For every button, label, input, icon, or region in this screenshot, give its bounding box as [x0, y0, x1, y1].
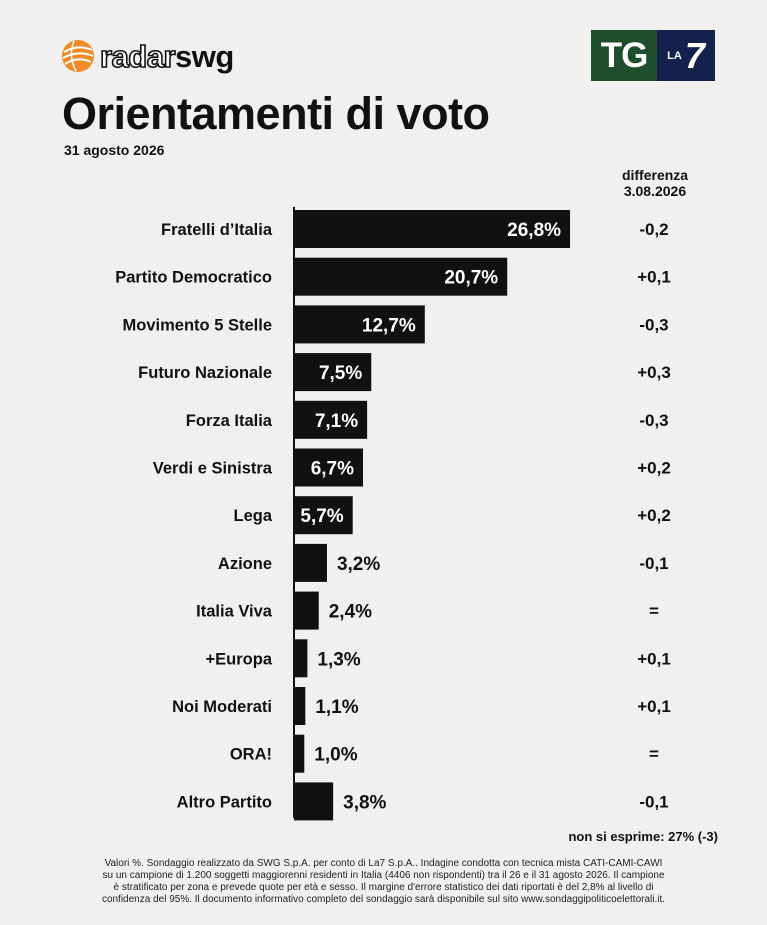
difference-header-date: 3.08.2026 — [623, 183, 687, 199]
value-label: 12,7% — [362, 315, 416, 336]
difference-label: +0,2 — [637, 459, 671, 478]
bar — [294, 305, 425, 344]
bar — [294, 639, 308, 678]
value-label: 7,5% — [319, 363, 362, 384]
value-label: 1,1% — [315, 697, 358, 718]
category-label: Futuro Nazionale — [138, 364, 272, 382]
bar — [294, 782, 334, 821]
bar — [294, 257, 508, 296]
la7-logo-block: LA 7 — [657, 30, 715, 81]
category-label: Fratelli d’Italia — [161, 221, 273, 239]
difference-label: +0,1 — [637, 649, 671, 668]
difference-label: +0,1 — [637, 268, 671, 287]
survey-date: 31 agosto 2026 — [64, 142, 165, 158]
difference-label: -0,1 — [639, 554, 668, 573]
difference-header-label: differenza — [621, 167, 689, 183]
difference-label: +0,2 — [637, 506, 671, 525]
difference-label: = — [649, 745, 659, 764]
category-label: ORA! — [230, 746, 272, 764]
category-label: +Europa — [206, 650, 273, 668]
difference-label: -0,3 — [639, 315, 668, 334]
difference-label: -0,1 — [639, 792, 668, 811]
category-label: Italia Viva — [196, 603, 273, 621]
value-label: 1,0% — [314, 745, 357, 766]
radar-swg-logo: radarswg — [60, 36, 234, 76]
value-label: 3,2% — [337, 554, 380, 575]
bar — [294, 448, 364, 487]
category-label: Forza Italia — [186, 412, 273, 430]
value-label: 5,7% — [300, 506, 343, 527]
value-label: 7,1% — [315, 411, 358, 432]
tg-la7-logo: TG LA 7 — [591, 30, 715, 81]
category-label: Lega — [233, 507, 272, 525]
brand-light-text: radar — [99, 38, 176, 74]
difference-label: = — [649, 602, 659, 621]
bar — [294, 353, 372, 392]
page-title: Orientamenti di voto — [62, 88, 490, 139]
bar — [294, 591, 319, 630]
difference-label: +0,1 — [637, 697, 671, 716]
value-label: 2,4% — [329, 602, 372, 623]
bar — [294, 543, 327, 582]
value-label: 1,3% — [317, 649, 360, 670]
bar — [294, 496, 353, 535]
la7-number-text: 7 — [684, 34, 705, 76]
value-label: 20,7% — [444, 268, 498, 289]
bar — [294, 734, 305, 773]
la7-small-text: LA — [667, 49, 682, 62]
value-label: 3,8% — [343, 792, 386, 813]
category-label: Movimento 5 Stelle — [123, 316, 272, 334]
difference-column-header: differenza 3.08.2026 — [610, 167, 700, 199]
value-label: 26,8% — [507, 220, 561, 241]
bar — [294, 687, 306, 725]
category-label: Azione — [218, 555, 272, 573]
difference-label: +0,3 — [637, 363, 671, 382]
bar — [294, 210, 571, 248]
value-label: 6,7% — [311, 459, 354, 480]
tg-logo-text: TG — [591, 30, 657, 81]
radar-swg-wordmark: radarswg — [99, 38, 234, 74]
non-expressing-note: non si esprime: 27% (-3) — [568, 829, 718, 844]
category-label: Partito Democratico — [115, 269, 272, 287]
category-label: Verdi e Sinistra — [153, 460, 273, 478]
category-label: Altro Partito — [177, 793, 272, 811]
methodology-footnote: Valori %. Sondaggio realizzato da SWG S.… — [101, 858, 666, 905]
difference-label: -0,2 — [639, 220, 668, 239]
radar-globe-icon — [62, 40, 94, 72]
brand-bold-text: swg — [175, 38, 234, 74]
difference-label: -0,3 — [639, 411, 668, 430]
category-label: Noi Moderati — [172, 698, 272, 716]
bar — [294, 400, 368, 439]
